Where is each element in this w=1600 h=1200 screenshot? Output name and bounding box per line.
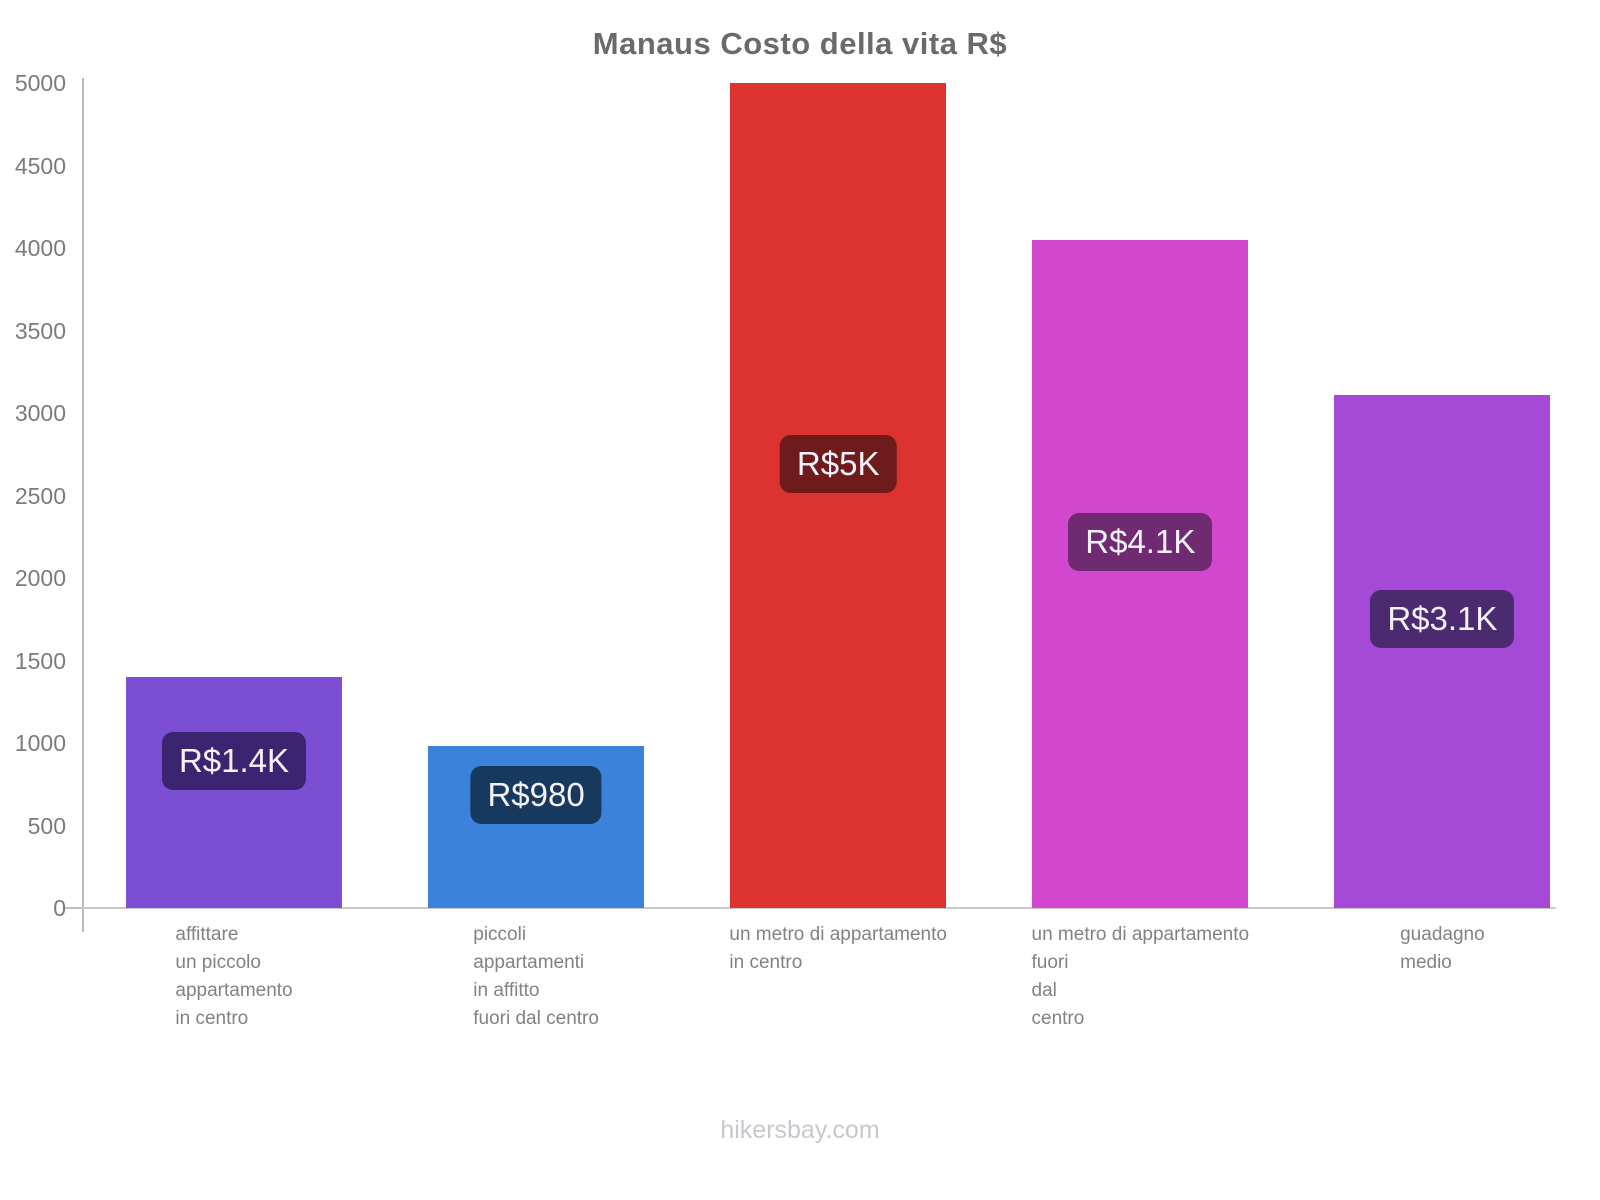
bar bbox=[1334, 394, 1551, 908]
bar-value-label: R$1.4K bbox=[161, 731, 307, 790]
y-tick-label: 3500 bbox=[14, 317, 66, 344]
y-tick-label: 5000 bbox=[14, 70, 66, 96]
bar-value-label: R$980 bbox=[470, 766, 602, 825]
x-category-label: piccoli appartamenti in affitto fuori dal c… bbox=[473, 924, 599, 1029]
y-tick-label: 4000 bbox=[14, 235, 66, 261]
y-tick-label: 0 bbox=[53, 895, 66, 921]
bar-value-label: R$5K bbox=[779, 434, 897, 493]
y-tick-label: 3000 bbox=[14, 400, 66, 426]
y-tick-label: 500 bbox=[27, 812, 66, 839]
y-tick-label: 2500 bbox=[14, 482, 66, 509]
chart-title: Manaus Costo della vita R$ bbox=[592, 26, 1008, 61]
bar bbox=[730, 83, 947, 908]
x-category-label: affittare un piccolo appartamento in centro bbox=[175, 924, 293, 1029]
y-axis-line bbox=[82, 78, 84, 932]
bar-value-label: R$4.1K bbox=[1068, 512, 1213, 571]
zero-tick-mark bbox=[64, 907, 83, 909]
bar-value-label: R$3.1K bbox=[1370, 590, 1515, 649]
y-tick-label: 4500 bbox=[14, 152, 66, 179]
x-axis-line bbox=[83, 907, 1556, 909]
bar bbox=[126, 677, 342, 908]
watermark-link[interactable]: hikersbay.com bbox=[720, 1116, 880, 1144]
y-tick-label: 1500 bbox=[14, 647, 66, 674]
x-category-label: un metro di appartamento in centro bbox=[729, 924, 947, 973]
y-tick-label: 2000 bbox=[14, 565, 66, 591]
x-category-label: un metro di appartamento fuori dal centro bbox=[1031, 924, 1250, 1029]
bar bbox=[1032, 239, 1249, 908]
x-category-label: guadagno medio bbox=[1400, 924, 1485, 973]
y-tick-label: 1000 bbox=[14, 730, 66, 756]
